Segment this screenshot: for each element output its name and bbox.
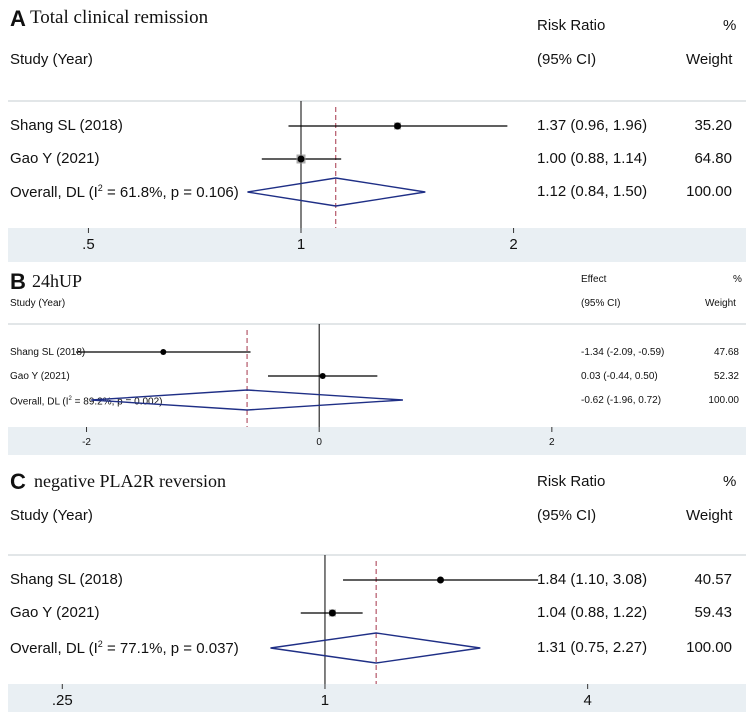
study-label: Shang SL (2018) <box>10 571 123 588</box>
col-header-weight: Weight <box>686 507 733 524</box>
x-tick-label: .5 <box>82 236 95 253</box>
forest-panel-a: A Total clinical remission Risk Ratio % … <box>0 0 754 262</box>
overall-ci: -0.62 (-1.96, 0.72) <box>581 395 662 406</box>
study-label: Shang SL (2018) <box>10 347 86 358</box>
study-weight: 64.80 <box>694 150 732 167</box>
axis-band <box>8 427 746 455</box>
study-ci: 1.00 (0.88, 1.14) <box>537 150 648 167</box>
point-estimate <box>394 122 402 130</box>
x-tick-label: 0 <box>316 437 322 448</box>
overall-weight: 100.00 <box>708 395 739 406</box>
panel-letter: A <box>10 6 26 31</box>
col-header-effect: Risk Ratio <box>537 473 606 490</box>
panel-letter: C <box>10 469 26 494</box>
study-weight: 35.20 <box>694 117 732 134</box>
col-header-study: Study (Year) <box>10 51 93 68</box>
x-tick-label: 4 <box>583 692 591 709</box>
panel-title: negative PLA2R reversion <box>34 471 226 491</box>
x-tick-label: 1 <box>321 692 329 709</box>
x-tick-label: 1 <box>297 236 305 253</box>
overall-diamond <box>91 389 403 411</box>
x-tick-label: 2 <box>509 236 517 253</box>
axis-band <box>8 228 746 262</box>
study-weight: 47.68 <box>713 347 739 358</box>
col-header-weight: Weight <box>686 51 733 68</box>
point-estimate <box>437 576 445 584</box>
study-ci: 1.84 (1.10, 3.08) <box>537 571 648 588</box>
x-tick-label: .25 <box>52 692 73 709</box>
study-ci: 1.37 (0.96, 1.96) <box>537 117 648 134</box>
col-header-ci: (95% CI) <box>537 51 597 68</box>
study-ci: 1.04 (0.88, 1.22) <box>537 604 648 621</box>
x-tick-label: -2 <box>82 437 91 448</box>
col-header-weight-pct: % <box>723 473 737 490</box>
panel-title: 24hUP <box>32 271 83 291</box>
study-weight: 40.57 <box>694 571 732 588</box>
study-ci: 0.03 (-0.44, 0.50) <box>581 371 658 382</box>
col-header-study: Study (Year) <box>10 507 93 524</box>
overall-weight: 100.00 <box>686 639 732 656</box>
col-header-effect: Effect <box>581 274 607 285</box>
forest-panel-b: B 24hUP Effect % Study (Year) (95% CI) W… <box>0 262 754 465</box>
overall-ci: 1.12 (0.84, 1.50) <box>537 183 648 200</box>
point-estimate <box>297 155 305 163</box>
col-header-effect: Risk Ratio <box>537 17 606 34</box>
col-header-weight-pct: % <box>723 17 737 34</box>
overall-weight: 100.00 <box>686 183 732 200</box>
study-label: Shang SL (2018) <box>10 117 123 134</box>
study-label: Gao Y (2021) <box>10 371 70 382</box>
forest-plot-b: -2 0 2 <box>8 323 746 455</box>
study-weight: 59.43 <box>694 604 732 621</box>
overall-diamond <box>270 632 481 664</box>
study-weight: 52.32 <box>713 371 739 382</box>
study-ci: -1.34 (-2.09, -0.59) <box>581 347 665 358</box>
study-label: Gao Y (2021) <box>10 150 100 167</box>
point-estimate <box>328 609 336 617</box>
point-estimate <box>160 349 167 355</box>
forest-plot-a: .5 1 2 <box>8 100 746 262</box>
col-header-weight: Weight <box>705 298 736 309</box>
forest-plot-c: .25 1 4 <box>8 554 746 712</box>
overall-label: Overall, DL (I2 = 61.8%, p = 0.106) <box>10 183 239 201</box>
col-header-study: Study (Year) <box>10 298 66 309</box>
forest-panel-c: C negative PLA2R reversion Risk Ratio % … <box>0 465 754 712</box>
overall-label: Overall, DL (I2 = 77.1%, p = 0.037) <box>10 639 239 657</box>
axis-band <box>8 684 746 712</box>
overall-ci: 1.31 (0.75, 2.27) <box>537 639 648 656</box>
x-tick-label: 2 <box>549 437 555 448</box>
study-label: Gao Y (2021) <box>10 604 100 621</box>
panel-letter: B <box>10 269 26 294</box>
col-header-weight-pct: % <box>733 274 742 285</box>
overall-diamond <box>247 177 426 207</box>
point-estimate <box>319 373 326 379</box>
col-header-ci: (95% CI) <box>581 298 621 309</box>
col-header-ci: (95% CI) <box>537 507 597 524</box>
panel-title: Total clinical remission <box>30 7 209 28</box>
